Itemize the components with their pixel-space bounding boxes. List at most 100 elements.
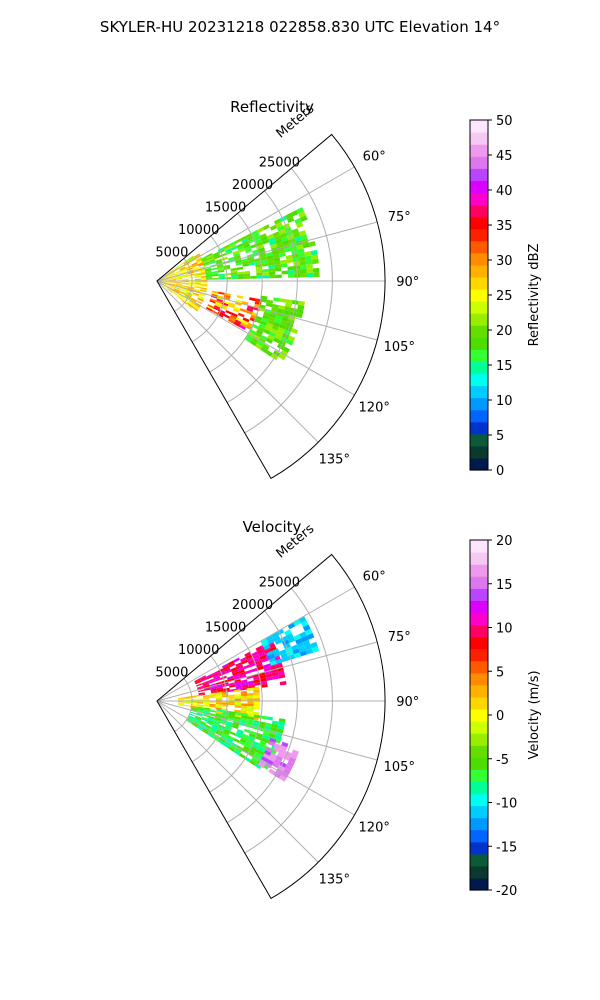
colorbar-tick-label: 45 [496,149,513,164]
azimuth-tick-label: 105° [384,760,415,775]
range-tick-label: 10000 [178,643,219,658]
colorbar-segment [470,576,488,589]
range-ring [244,587,333,854]
colorbar-segment [470,156,488,169]
range-tick-label: 25000 [259,155,300,170]
polar-grid [156,586,385,863]
range-ring [209,213,263,373]
colorbar-segment [470,192,488,206]
colorbar-tick-label: 5 [496,665,504,680]
colorbar-segment [470,793,488,807]
echo-field [177,616,320,782]
azimuth-tick-label: 90° [396,275,419,290]
colorbar-segment [470,301,488,314]
azimuth-spoke [156,280,355,396]
colorbar-segment [470,540,488,553]
azimuth-spoke [156,700,378,761]
colorbar-segment [470,228,488,242]
colorbar-tick-label: 20 [496,534,513,549]
range-tick-label: 25000 [259,575,300,590]
azimuth-spoke [156,280,319,443]
colorbar-tick-label: 10 [496,394,513,409]
azimuth-tick-label: 75° [388,210,411,225]
colorbar-segment [470,457,488,471]
colorbar-tick-label: 30 [496,254,513,269]
colorbar-segment [470,708,488,722]
colorbar-segment [470,288,488,302]
colorbar: -20 -15 -10 -5 0 5 10 15 20 Velocity (m/s) [469,534,542,899]
echo-region-near-range [157,253,208,312]
colorbar-segment [470,168,488,181]
colorbar-segment [470,648,488,662]
colorbar-segment [470,672,488,686]
colorbar-segment [470,445,488,459]
range-tick-label: 10000 [178,223,219,238]
colorbar-segment [470,612,488,626]
polar-grid [156,166,385,443]
colorbar-segment [470,865,488,879]
colorbar-segment [470,745,488,758]
colorbar-label: Reflectivity dBZ [527,244,542,347]
colorbar-segment [470,409,488,423]
sector-outline [156,133,386,480]
colorbar-segment [470,373,488,387]
reflectivity-panel: 500010000150002000025000Meters60°75°90°1… [155,98,542,480]
colorbar-segment [470,721,488,734]
colorbar-segment [470,660,488,674]
range-tick-label: 15000 [205,200,246,215]
colorbar-tick-label: 15 [496,359,513,374]
azimuth-spoke [156,166,355,282]
colorbar-tick-label: -15 [496,840,517,855]
echo-region-lower-band [244,295,305,361]
colorbar-segment [470,781,488,795]
echo-region-upper-far [260,616,320,666]
range-ring [174,258,193,312]
colorbar-tick-label: 10 [496,622,513,637]
range-ring [226,190,298,403]
colorbar-segment [470,600,488,614]
colorbar-label: Velocity (m/s) [527,670,542,759]
azimuth-tick-label: 60° [363,570,386,585]
velocity-panel: 500010000150002000025000Meters60°75°90°1… [155,518,542,900]
azimuth-spoke [156,700,355,816]
colorbar-segment [470,120,488,133]
colorbar-tick-label: -10 [496,797,517,812]
range-tick-label: 5000 [155,666,188,681]
colorbar-segment [470,853,488,867]
azimuth-spoke [156,641,378,702]
colorbar-segment [470,433,488,447]
colorbar-tick-label: 0 [496,464,504,479]
range-ring [226,610,298,823]
colorbar-segment [470,829,488,843]
colorbar-segment [470,252,488,266]
azimuth-spoke [156,700,319,863]
range-ring [174,678,193,732]
colorbar-segment [470,841,488,855]
azimuth-tick-label: 75° [388,630,411,645]
range-ring [209,633,263,793]
range-tick-label: 20000 [232,598,273,613]
colorbar-segment [470,204,488,218]
azimuth-tick-label: 135° [319,452,350,467]
colorbar-tick-label: 35 [496,219,513,234]
colorbar-tick-label: 50 [496,114,513,129]
colorbar-segment [470,337,488,350]
azimuth-spoke [156,221,378,282]
colorbar-segment [470,180,488,194]
azimuth-tick-label: 120° [359,820,390,835]
panel-title: Reflectivity [230,98,314,116]
colorbar-segment [470,757,488,770]
colorbar-tick-label: 5 [496,429,504,444]
colorbar-segment [470,684,488,698]
colorbar-segment [470,564,488,577]
colorbar-segment [470,552,488,565]
colorbar-tick-label: 20 [496,324,513,339]
colorbar-segment [470,805,488,819]
colorbar-segment [470,132,488,145]
azimuth-tick-label: 105° [384,340,415,355]
colorbar-tick-label: 25 [496,289,513,304]
echo-region-upper-band [200,207,320,280]
colorbar-segment [470,276,488,290]
colorbar-segment [470,624,488,638]
